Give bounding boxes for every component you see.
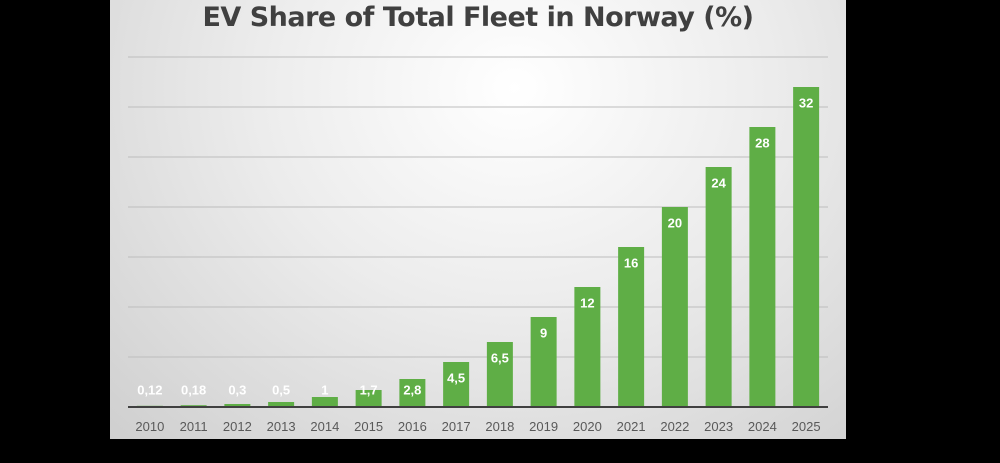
x-tick-label: 2024 bbox=[748, 419, 777, 434]
chart-panel: EV Share of Total Fleet in Norway (%) 0,… bbox=[110, 0, 846, 439]
data-label: 2,8 bbox=[403, 382, 421, 397]
bar-2024 bbox=[749, 127, 776, 407]
bar-2023 bbox=[705, 167, 732, 407]
x-tick-label: 2021 bbox=[617, 419, 646, 434]
x-tick-label: 2020 bbox=[573, 419, 602, 434]
bar-2019 bbox=[530, 317, 557, 407]
bar-2021 bbox=[618, 247, 645, 407]
data-label: 0,18 bbox=[181, 382, 206, 397]
x-tick-label: 2017 bbox=[442, 419, 471, 434]
bar-2012 bbox=[224, 404, 251, 407]
data-label: 16 bbox=[624, 255, 638, 270]
data-label: 20 bbox=[668, 215, 682, 230]
bar-2025 bbox=[793, 87, 820, 407]
data-label: 1,7 bbox=[360, 382, 378, 397]
data-label: 0,12 bbox=[137, 382, 162, 397]
x-tick-label: 2013 bbox=[267, 419, 296, 434]
data-label: 4,5 bbox=[447, 370, 465, 385]
x-tick-label: 2023 bbox=[704, 419, 733, 434]
bar-2017 bbox=[443, 362, 470, 407]
x-tick-label: 2014 bbox=[310, 419, 339, 434]
bar-2015 bbox=[355, 390, 382, 407]
x-tick-label: 2019 bbox=[529, 419, 558, 434]
x-tick-label: 2010 bbox=[135, 419, 164, 434]
data-label: 0,5 bbox=[272, 382, 290, 397]
data-label: 0,3 bbox=[228, 382, 246, 397]
data-label: 9 bbox=[540, 325, 547, 340]
data-label: 6,5 bbox=[491, 350, 509, 365]
data-label: 24 bbox=[711, 175, 726, 190]
chart-title: EV Share of Total Fleet in Norway (%) bbox=[202, 2, 754, 33]
x-tick-label: 2012 bbox=[223, 419, 252, 434]
x-tick-label: 2018 bbox=[485, 419, 514, 434]
data-label: 28 bbox=[755, 135, 769, 150]
x-tick-label: 2025 bbox=[792, 419, 821, 434]
bar-2014 bbox=[311, 397, 338, 407]
bar-2016 bbox=[399, 379, 426, 407]
bar-2022 bbox=[661, 207, 688, 407]
bar-2018 bbox=[486, 342, 513, 407]
bar-chart: 0,1220100,1820110,320120,52013120141,720… bbox=[128, 56, 828, 434]
data-label: 1 bbox=[321, 382, 328, 397]
bar-2020 bbox=[574, 287, 601, 407]
x-tick-label: 2015 bbox=[354, 419, 383, 434]
data-label: 32 bbox=[799, 95, 813, 110]
x-tick-label: 2016 bbox=[398, 419, 427, 434]
bar-2013 bbox=[268, 402, 295, 407]
data-label: 12 bbox=[580, 295, 594, 310]
x-tick-label: 2011 bbox=[180, 419, 208, 434]
x-tick-label: 2022 bbox=[660, 419, 689, 434]
